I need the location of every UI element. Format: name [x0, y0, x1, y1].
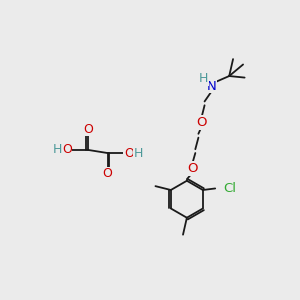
Text: N: N — [207, 80, 216, 92]
Text: Cl: Cl — [223, 182, 236, 195]
Text: O: O — [103, 167, 112, 180]
Text: O: O — [124, 146, 134, 160]
Text: O: O — [187, 162, 197, 175]
Text: O: O — [83, 123, 93, 136]
Text: H: H — [134, 146, 143, 160]
Text: O: O — [62, 143, 72, 157]
Text: H: H — [53, 143, 62, 157]
Text: H: H — [199, 72, 208, 85]
Text: O: O — [196, 116, 207, 129]
